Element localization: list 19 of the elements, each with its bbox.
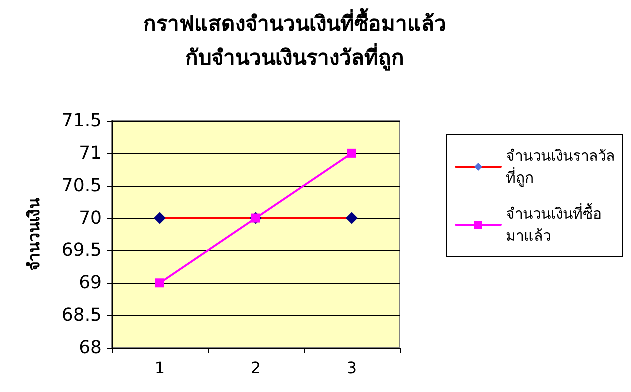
- legend-label: จำนวนเงินที่ซื้อ มาแล้ว: [506, 203, 602, 245]
- chart-title: กราฟแสดงจำนวนเงินที่ซื้อมาแล้ว กับจำนวนเงินรางวัลที่ถูก: [144, 8, 446, 72]
- y-tick-label: 71.5: [62, 110, 102, 132]
- y-tick-label: 71: [79, 142, 102, 164]
- y-tick-label: 68.5: [62, 305, 102, 326]
- x-tick-label: 3: [346, 358, 358, 378]
- y-tick-label: 68: [79, 338, 102, 358]
- y-tick-label: 70: [79, 208, 102, 229]
- y-tick-label: 70.5: [62, 175, 102, 196]
- point: [154, 212, 166, 224]
- x-tick-label: 1: [154, 358, 166, 378]
- y-axis-title: จำนวนเงิน: [24, 198, 44, 271]
- point: [348, 148, 356, 158]
- legend-label: จำนวนเงินราลวัล ที่ถูก: [506, 147, 615, 187]
- y-tick-label: 69.5: [62, 240, 102, 262]
- point: [156, 278, 164, 288]
- x-tick-label: 2: [250, 358, 262, 378]
- point: [346, 212, 358, 224]
- y-tick-label: 69: [79, 272, 102, 294]
